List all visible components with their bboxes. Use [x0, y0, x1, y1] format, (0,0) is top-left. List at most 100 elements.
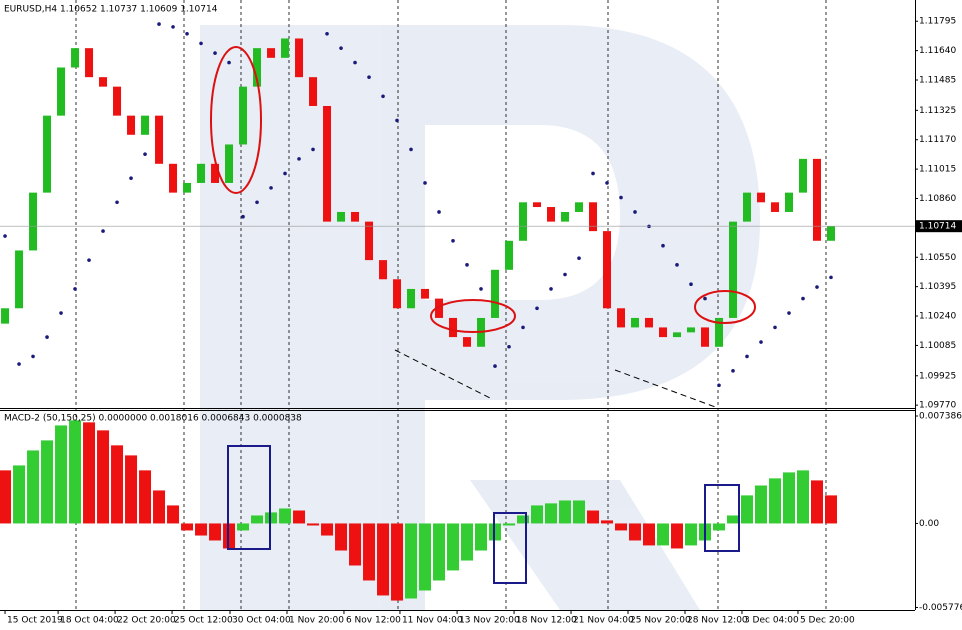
- sar-dot: [255, 200, 259, 205]
- sar-dot: [717, 383, 721, 388]
- candle: [421, 288, 430, 299]
- candle: [155, 115, 164, 164]
- histogram-bar: [139, 470, 152, 524]
- y-tick-label: 1.10860: [919, 194, 956, 204]
- y-tick-label: 1.09925: [919, 371, 956, 381]
- sar-dot: [409, 147, 413, 152]
- y-tick-label: 1.11795: [919, 17, 956, 27]
- sar-dot: [367, 75, 371, 79]
- y-tick-label: -0.005776: [919, 603, 962, 613]
- histogram-bar: [825, 495, 838, 524]
- histogram-bar: [559, 500, 572, 524]
- histogram-bar: [643, 523, 656, 546]
- sar-dot: [773, 325, 777, 330]
- sar-dot: [381, 94, 385, 99]
- histogram-bar: [769, 478, 782, 524]
- histogram-bar: [713, 523, 726, 531]
- y-tick-label: 1.11325: [919, 106, 956, 116]
- histogram-bar: [461, 523, 474, 561]
- histogram-bar: [335, 523, 348, 551]
- sar-dot: [577, 256, 581, 261]
- histogram-bar: [69, 420, 82, 524]
- histogram-bar: [601, 520, 614, 524]
- sar-dot: [605, 181, 609, 185]
- histogram-bar: [41, 440, 54, 524]
- histogram-bar: [447, 523, 460, 571]
- histogram-bar: [503, 523, 516, 526]
- histogram-bar: [573, 500, 586, 524]
- candle: [239, 86, 248, 145]
- sar-dot: [297, 157, 301, 161]
- sar-dot: [283, 171, 287, 176]
- sar-dot: [689, 282, 693, 286]
- candle: [673, 332, 682, 338]
- histogram-bar: [405, 523, 418, 599]
- sar-dot: [87, 258, 91, 262]
- x-tick-label: 21 Nov 04:00: [573, 616, 634, 626]
- watermark-bowl: [425, 25, 760, 400]
- trend-line: [614, 369, 719, 409]
- candle: [435, 298, 444, 318]
- sar-dot: [759, 340, 763, 344]
- y-tick-label: 1.10085: [919, 341, 956, 351]
- x-tick-label: 28 Nov 12:00: [687, 616, 748, 626]
- candle: [15, 250, 24, 309]
- candle: [407, 288, 416, 309]
- histogram-bar: [111, 445, 124, 524]
- histogram-bar: [629, 523, 642, 541]
- trend-line: [394, 349, 491, 399]
- candle: [351, 211, 360, 222]
- sar-dot: [829, 275, 833, 280]
- histogram-bar: [797, 470, 810, 524]
- y-tick-label: 1.11170: [919, 135, 956, 145]
- x-tick-label: 25 Oct 12:00: [174, 616, 233, 626]
- candle: [183, 182, 192, 193]
- candle: [197, 163, 206, 183]
- sar-dot: [493, 364, 497, 368]
- candle: [309, 77, 318, 106]
- candle: [645, 317, 654, 328]
- candle: [505, 240, 514, 270]
- histogram-bar: [55, 425, 68, 524]
- y-tick-label: 1.10395: [919, 282, 956, 292]
- histogram-bar: [517, 515, 530, 524]
- histogram-bar: [293, 510, 306, 524]
- sar-dot: [549, 287, 553, 291]
- sar-dot: [619, 195, 623, 200]
- histogram-bar: [181, 523, 194, 531]
- sar-dot: [787, 311, 791, 315]
- histogram-bar: [307, 523, 320, 526]
- candle: [281, 38, 290, 58]
- histogram-bar: [419, 523, 432, 591]
- histogram-bar: [349, 523, 362, 566]
- x-tick-label: 18 Nov 12:00: [516, 616, 577, 626]
- x-tick-label: 30 Oct 04:00: [232, 616, 291, 626]
- sar-dot: [213, 51, 217, 55]
- sar-dot: [745, 354, 749, 359]
- highlight-box: [704, 484, 740, 552]
- candle: [631, 317, 640, 328]
- y-tick-label: 1.10550: [919, 253, 956, 263]
- highlight-box: [227, 445, 271, 550]
- sar-dot: [227, 60, 231, 65]
- sar-dot: [451, 238, 455, 243]
- candle: [547, 207, 556, 222]
- histogram-bar: [671, 523, 684, 549]
- candle: [113, 86, 122, 116]
- current-price-label: 1.10714: [919, 222, 956, 232]
- candle: [267, 48, 276, 58]
- candle: [589, 202, 598, 232]
- sar-dot: [563, 272, 567, 277]
- candle: [43, 115, 52, 193]
- candle: [561, 211, 570, 222]
- x-tick-label: 15 Oct 2019: [7, 616, 63, 626]
- sar-dot: [157, 22, 161, 26]
- highlight-ellipse: [430, 299, 516, 333]
- sar-dot: [815, 285, 819, 289]
- histogram-bar: [657, 523, 670, 546]
- candle: [603, 231, 612, 309]
- histogram-bar: [615, 523, 628, 531]
- x-tick-label: 25 Nov 20:00: [630, 616, 691, 626]
- candle: [519, 202, 528, 241]
